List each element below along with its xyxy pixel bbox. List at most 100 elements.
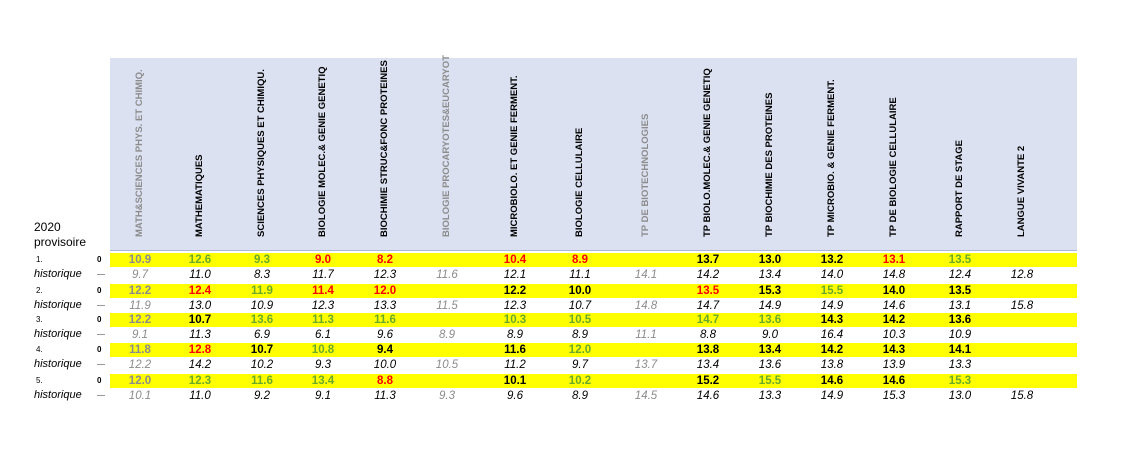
history-cell: 10.9 [250,300,274,312]
history-cell: 10.3 [882,329,906,341]
grade-cell: 12.2 [128,314,152,326]
grade-cell: 14.1 [948,344,972,356]
grade-cell: 13.0 [758,254,782,266]
grade-cell: 15.2 [696,375,720,387]
history-cell: 12.3 [503,300,527,312]
grade-cell: 8.8 [377,375,393,387]
history-cell: 13.3 [758,390,782,402]
column-header: TP DE BIOLOGIE CELLULAIRE [884,60,904,250]
history-cell: 9.1 [315,390,331,402]
history-cell: 14.2 [696,269,720,281]
grade-cell: 13.5 [948,254,972,266]
column-header-label: TP BIOCHIMIE DES PROTEINES [764,92,775,237]
history-cell: 9.0 [762,329,778,341]
history-divider [97,274,105,275]
column-header: BIOLOGIE MOLEC.& GENIE GENETIQ [313,60,333,250]
history-cell: 11.6 [436,269,458,281]
grade-cell: 12.6 [188,254,212,266]
history-cell: 13.3 [373,300,397,312]
grade-cell: 13.4 [311,375,335,387]
history-cell: 8.9 [572,390,588,402]
row-number: 4. [36,345,43,354]
row-zero: 0 [97,315,102,324]
grade-cell: 11.3 [312,314,334,326]
grade-cell: 14.3 [882,344,906,356]
grade-cell: 11.6 [504,344,526,356]
grade-cell: 12.4 [188,285,212,297]
grade-cell: 8.2 [377,254,393,266]
grade-cell: 13.6 [948,314,972,326]
row-number: 1. [36,255,43,264]
column-header-label: TP MICROBIO. & GENIE FERMENT. [826,79,837,237]
history-cell: 15.8 [1010,300,1034,312]
history-cell: 8.8 [700,329,716,341]
grade-cell: 13.6 [250,314,274,326]
grade-cell: 14.3 [820,314,844,326]
grade-cell: 14.0 [882,285,906,297]
history-divider [97,305,105,306]
grade-cell: 10.7 [250,344,274,356]
history-cell: 10.1 [128,390,152,402]
column-header-label: RAPPORT DE STAGE [954,140,965,237]
history-cell: 13.7 [634,359,658,371]
column-header: BIOLOGIE CELLULAIRE [570,60,590,250]
column-header-label: BIOLOGIE CELLULAIRE [574,127,585,237]
column-header-label: BIOLOGIE PROCARYOTES&EUCARYOT [441,55,452,237]
highlight-band [110,313,1077,327]
column-header: MATH&SCIENCES PHYS. ET CHIMIQ. [130,60,150,250]
grade-cell: 11.6 [374,314,396,326]
grade-cell: 15.5 [820,285,844,297]
history-label: historique [34,389,82,401]
history-cell: 14.2 [188,359,212,371]
grade-cell: 14.6 [882,375,906,387]
history-cell: 14.9 [758,300,782,312]
column-header-label: BIOLOGIE MOLEC.& GENIE GENETIQ [317,66,328,238]
column-header: BIOCHIMIE STRUC&FONC PROTEINES [375,60,395,250]
grade-cell: 13.7 [696,254,720,266]
grade-cell: 13.5 [948,285,972,297]
grade-cell: 14.7 [696,314,720,326]
column-header: TP BIOLO.MOLEC.& GENIE GENETIQ [698,60,718,250]
row-number: 5. [36,376,43,385]
highlight-band [110,374,1077,388]
history-cell: 9.7 [132,269,148,281]
grade-cell: 12.0 [568,344,592,356]
history-divider [97,334,105,335]
column-header-label: MICROBIOLO. ET GENIE FERMENT. [509,75,520,237]
grade-cell: 10.2 [568,375,592,387]
history-cell: 9.3 [439,390,455,402]
column-header-label: LANGUE VIVANTE 2 [1016,145,1027,237]
grade-cell: 15.3 [948,375,972,387]
grade-cell: 11.4 [312,285,334,297]
history-cell: 13.9 [882,359,906,371]
history-divider [97,364,105,365]
row-number: 2. [36,286,43,295]
column-header-label: TP BIOLO.MOLEC.& GENIE GENETIQ [702,68,713,237]
history-cell: 14.9 [820,300,844,312]
grade-cell: 13.6 [758,314,782,326]
column-header: MATHEMATIQUES [190,60,210,250]
history-cell: 8.9 [507,329,523,341]
grade-cell: 12.2 [503,285,527,297]
header-background [110,58,1077,251]
history-cell: 16.4 [820,329,844,341]
column-header: RAPPORT DE STAGE [950,60,970,250]
grade-cell: 11.6 [251,375,273,387]
current-row: 4. 0 11.8 12.8 10.7 10.8 9.4 11.6 12.0 13.8 13.4 14… [0,343,1134,357]
history-cell: 11.9 [129,300,151,312]
history-cell: 11.1 [569,269,591,281]
history-cell: 15.3 [882,390,906,402]
highlight-band [110,343,1077,357]
grade-cell: 9.0 [315,254,331,266]
grade-cell: 13.5 [696,285,720,297]
history-divider [97,395,105,396]
column-header-label: MATHEMATIQUES [194,154,205,237]
history-cell: 9.3 [315,359,331,371]
history-cell: 10.7 [568,300,592,312]
grade-cell: 13.4 [758,344,782,356]
column-header-label: TP DE BIOLOGIE CELLULAIRE [888,97,899,237]
grade-cell: 12.8 [188,344,212,356]
grade-cell: 9.4 [377,344,393,356]
grade-cell: 10.8 [311,344,335,356]
history-cell: 13.0 [948,390,972,402]
